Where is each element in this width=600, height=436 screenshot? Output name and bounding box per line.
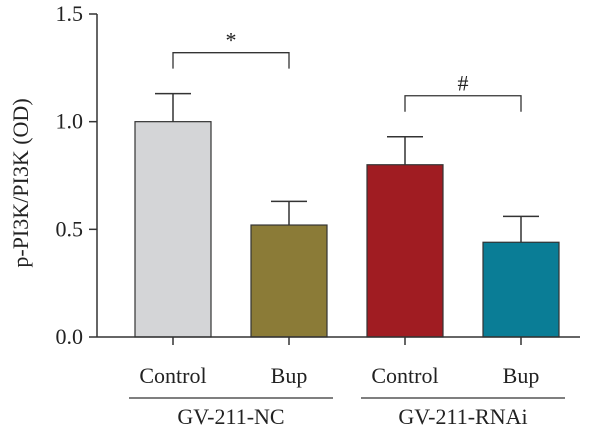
significance-symbol-0: *	[226, 28, 237, 53]
significance-bracket-1	[404, 95, 522, 112]
category-label: Bup	[503, 363, 540, 388]
bar-0	[134, 121, 212, 338]
bar-1	[250, 224, 328, 338]
significance-annotations: *#	[172, 28, 522, 112]
y-axis: 0.0 0.5 1.0 1.5	[56, 1, 98, 349]
bar-3	[482, 241, 560, 338]
x-axis: Control Bup Control Bup GV-211-NC GV-211-RNAi	[97, 336, 580, 429]
group-label-1: GV-211-RNAi	[398, 404, 527, 429]
category-label: Bup	[271, 363, 308, 388]
category-label: Control	[139, 363, 206, 388]
group-label-0: GV-211-NC	[177, 404, 284, 429]
y-tick-label: 0.5	[56, 216, 84, 241]
y-tick-label: 1.0	[56, 109, 84, 134]
bar-2	[366, 164, 444, 338]
y-tick-label: 0.0	[56, 324, 84, 349]
error-bars	[155, 92, 539, 243]
significance-symbol-1: #	[458, 71, 469, 96]
category-label: Control	[371, 363, 438, 388]
y-tick-label: 1.5	[56, 1, 84, 26]
significance-bracket-0	[172, 52, 290, 69]
y-axis-label: p-PI3K/PI3K (OD)	[8, 98, 33, 267]
bars	[134, 121, 560, 338]
